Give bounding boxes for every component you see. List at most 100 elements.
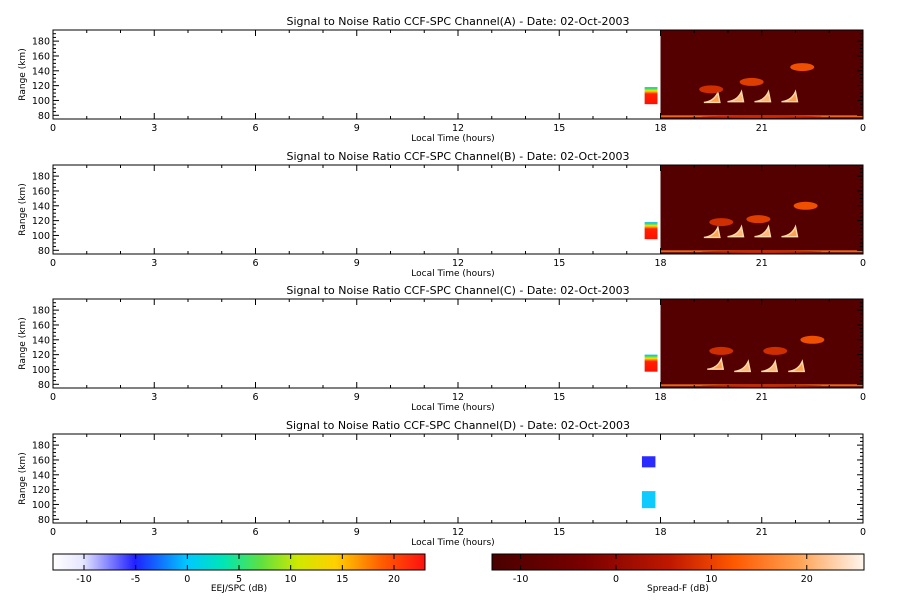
x-tick-label: 18 (654, 527, 666, 538)
x-tick-label: 21 (756, 527, 768, 538)
x-tick-label: 15 (553, 392, 565, 403)
x-tick-label: 18 (654, 392, 666, 403)
spread-f-plume (707, 356, 725, 370)
spread-f-background (660, 299, 863, 388)
x-axis-label: Local Time (hours) (411, 269, 494, 279)
y-tick-label: 140 (32, 201, 50, 212)
x-tick-label: 0 (860, 123, 866, 134)
spread-f-echo (763, 346, 788, 355)
x-tick-label: 15 (553, 123, 565, 134)
y-tick-label: 140 (32, 470, 50, 481)
y-tick-label: 140 (32, 66, 50, 77)
x-tick-label: 0 (50, 392, 56, 403)
spread-f-plume (781, 89, 799, 103)
x-tick-label: 0 (860, 527, 866, 538)
panel-title: Signal to Noise Ratio CCF-SPC Channel(B)… (286, 150, 629, 163)
y-tick-label: 120 (32, 350, 50, 361)
colorbar-tick-label: 0 (613, 574, 619, 585)
colorbar-eej-label: EEJ/SPC (dB) (211, 584, 267, 594)
spread-f-plume (727, 224, 745, 238)
colorbar-spread-f-gradient (491, 553, 865, 571)
x-tick-label: 0 (50, 258, 56, 269)
panel-d: Signal to Noise Ratio CCF-SPC Channel(D)… (18, 419, 866, 548)
x-tick-label: 9 (354, 392, 360, 403)
x-tick-label: 21 (756, 392, 768, 403)
x-tick-label: 6 (252, 527, 258, 538)
panel-title: Signal to Noise Ratio CCF-SPC Channel(A)… (286, 15, 629, 28)
x-tick-label: 12 (452, 123, 464, 134)
x-tick-label: 15 (553, 258, 565, 269)
spread-f-plume (761, 359, 779, 373)
x-tick-label: 15 (553, 527, 565, 538)
plot-frame (52, 433, 864, 524)
x-tick-label: 9 (354, 527, 360, 538)
x-tick-label: 0 (860, 392, 866, 403)
x-tick-label: 21 (756, 123, 768, 134)
spread-f-echo (790, 63, 815, 72)
x-tick-label: 21 (756, 258, 768, 269)
x-axis-label: Local Time (hours) (411, 403, 494, 413)
eej-echo-block (644, 222, 658, 240)
spread-f-plume (788, 359, 806, 373)
y-axis-label: Range (km) (18, 48, 28, 100)
y-tick-label: 120 (32, 485, 50, 496)
panel-b: Signal to Noise Ratio CCF-SPC Channel(B)… (18, 150, 866, 279)
y-tick-label: 120 (32, 81, 50, 92)
y-tick-label: 80 (38, 515, 50, 526)
echo-blob (641, 456, 656, 468)
y-tick-label: 120 (32, 216, 50, 227)
x-tick-label: 3 (151, 123, 157, 134)
y-axis-label: Range (km) (18, 317, 28, 369)
panel-title: Signal to Noise Ratio CCF-SPC Channel(D)… (286, 419, 630, 432)
x-tick-label: 12 (452, 258, 464, 269)
spread-f-plume (734, 359, 752, 373)
colorbar-tick-label: 10 (285, 574, 297, 585)
y-axis-label: Range (km) (18, 183, 28, 235)
panel-c: Signal to Noise Ratio CCF-SPC Channel(C)… (18, 284, 866, 413)
colorbar-tick-label: 0 (184, 574, 190, 585)
x-tick-label: 9 (354, 123, 360, 134)
colorbar-tick-label: 15 (336, 574, 348, 585)
y-tick-label: 140 (32, 335, 50, 346)
y-tick-label: 80 (38, 111, 50, 122)
x-tick-label: 3 (151, 527, 157, 538)
colorbar-tick-label: 20 (388, 574, 400, 585)
x-tick-label: 18 (654, 123, 666, 134)
spread-f-background (660, 30, 863, 119)
x-tick-label: 0 (50, 527, 56, 538)
colorbar-eej: -10 -5 0 5 10 15 20 EEJ/SPC (dB) (52, 553, 426, 594)
x-tick-label: 0 (860, 258, 866, 269)
y-tick-label: 100 (32, 96, 50, 107)
x-tick-label: 9 (354, 258, 360, 269)
y-tick-label: 80 (38, 380, 50, 391)
x-tick-label: 3 (151, 258, 157, 269)
spread-f-plume (754, 89, 772, 103)
spread-f-plume (754, 224, 772, 238)
x-tick-label: 6 (252, 123, 258, 134)
x-tick-label: 18 (654, 258, 666, 269)
y-tick-label: 100 (32, 365, 50, 376)
colorbar-tick-label: -5 (131, 574, 140, 585)
spread-f-echo (709, 346, 734, 355)
x-tick-label: 6 (252, 392, 258, 403)
spread-f-echo (793, 201, 818, 210)
x-tick-label: 12 (452, 392, 464, 403)
y-tick-label: 100 (32, 500, 50, 511)
colorbar-spread-f-label: Spread-F (dB) (647, 584, 709, 594)
y-tick-label: 160 (32, 455, 50, 466)
colorbar-tick-label: 20 (801, 574, 813, 585)
y-tick-label: 160 (32, 51, 50, 62)
y-tick-label: 180 (32, 172, 50, 183)
spread-f-echo (739, 77, 764, 86)
y-tick-label: 180 (32, 441, 50, 452)
y-tick-label: 180 (32, 37, 50, 48)
eej-echo-block (644, 354, 658, 372)
panel-title: Signal to Noise Ratio CCF-SPC Channel(C)… (286, 284, 629, 297)
colorbar-tick-label: -10 (76, 574, 92, 585)
x-axis-label: Local Time (hours) (411, 538, 494, 548)
spread-f-plume (703, 225, 721, 239)
y-tick-label: 100 (32, 231, 50, 242)
panel-a: Signal to Noise Ratio CCF-SPC Channel(A)… (18, 15, 866, 144)
colorbar-tick-label: 5 (236, 574, 242, 585)
